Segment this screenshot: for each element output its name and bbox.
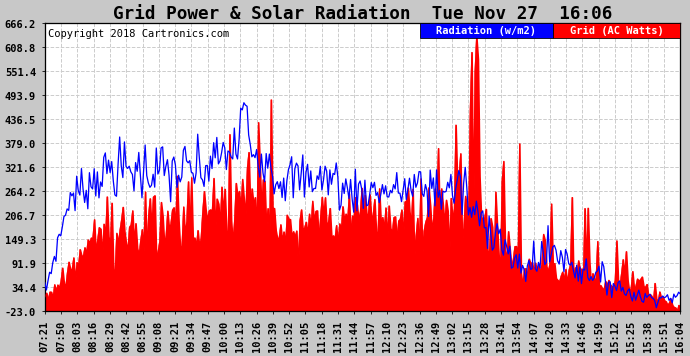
Text: Radiation (w/m2): Radiation (w/m2) xyxy=(436,26,536,36)
Bar xyxy=(420,23,553,38)
Title: Grid Power & Solar Radiation  Tue Nov 27  16:06: Grid Power & Solar Radiation Tue Nov 27 … xyxy=(113,5,612,23)
Bar xyxy=(553,23,680,38)
Text: Copyright 2018 Cartronics.com: Copyright 2018 Cartronics.com xyxy=(48,29,229,39)
Text: Grid (AC Watts): Grid (AC Watts) xyxy=(570,26,664,36)
